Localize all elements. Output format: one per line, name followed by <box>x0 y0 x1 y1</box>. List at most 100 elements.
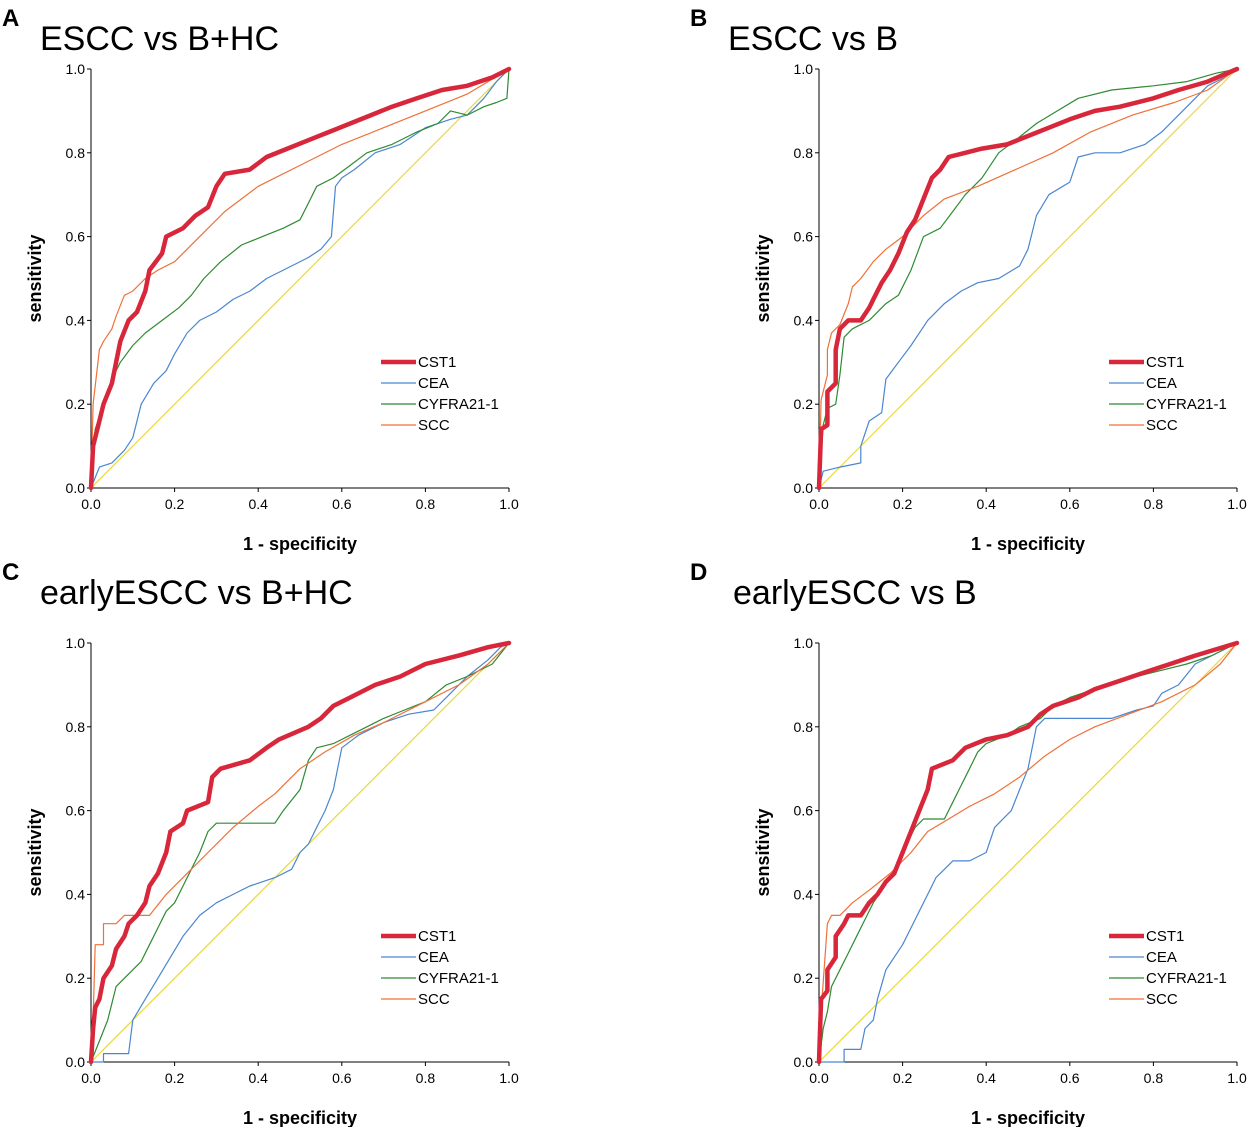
y-tick-label: 0.4 <box>66 312 86 328</box>
y-tick-label: 0.6 <box>794 229 814 245</box>
legend-label-cea: CEA <box>1146 375 1177 392</box>
x-tick-label: 0.2 <box>893 496 913 512</box>
x-tick-label: 0.8 <box>416 1070 436 1086</box>
reference-line-d <box>818 642 1238 1063</box>
roc-curve-cst1-a <box>88 66 512 491</box>
y-tick-label: 0.4 <box>794 886 814 902</box>
x-tick-label: 0.8 <box>416 496 436 512</box>
roc-curve-cea-c <box>90 642 510 1063</box>
legend-label-cyfra21-1: CYFRA21-1 <box>418 970 499 987</box>
panel-a: A ESCC vs B+HC 0.0 0.2 0.4 0.6 0.8 1.0 0.0 0.2 0.4… <box>2 5 519 554</box>
legend-label-cst1: CST1 <box>1146 928 1184 945</box>
y-axis-title-b: sensitivity <box>753 234 773 322</box>
x-tick-label: 0.6 <box>1060 1070 1080 1086</box>
y-tick-label: 0.4 <box>794 312 814 328</box>
x-tick-label: 0.0 <box>809 1070 829 1086</box>
panel-letter-d: D <box>690 559 707 586</box>
x-tick-label: 0.6 <box>332 496 352 512</box>
chart-title-c: earlyESCC vs B+HC <box>40 574 353 612</box>
x-tick-label: 1.0 <box>1227 496 1247 512</box>
chart-title-a: ESCC vs B+HC <box>40 20 279 58</box>
x-tick-label: 0.6 <box>332 1070 352 1086</box>
roc-curve-scc-d <box>818 642 1238 1063</box>
chart-title-b: ESCC vs B <box>728 20 898 58</box>
legend-label-cea: CEA <box>418 375 449 392</box>
y-tick-label: 0.2 <box>66 970 86 986</box>
y-tick-label: 1.0 <box>794 61 814 77</box>
reference-line-a <box>90 68 510 489</box>
roc-curve-cyfra21-1-c <box>90 642 510 1063</box>
x-tick-label: 0.4 <box>248 1070 268 1086</box>
roc-curve-scc-a <box>90 68 510 489</box>
x-tick-label: 0.0 <box>81 1070 101 1086</box>
y-tick-label: 1.0 <box>66 61 86 77</box>
y-tick-label: 0.0 <box>66 1054 86 1070</box>
x-tick-label: 1.0 <box>1227 1070 1247 1086</box>
y-tick-label: 0.6 <box>66 803 86 819</box>
x-tick-label: 0.2 <box>893 1070 913 1086</box>
chart-title-d: earlyESCC vs B <box>733 574 977 612</box>
reference-line-b <box>818 68 1238 489</box>
panel-letter-c: C <box>2 559 19 586</box>
x-axis-title-c: 1 - specificity <box>243 1108 357 1127</box>
y-tick-label: 1.0 <box>66 635 86 651</box>
x-tick-label: 0.0 <box>81 496 101 512</box>
roc-curve-scc-b <box>818 68 1238 489</box>
y-tick-label: 0.6 <box>66 229 86 245</box>
legend-label-cea: CEA <box>418 949 449 966</box>
x-tick-label: 0.4 <box>976 496 996 512</box>
y-tick-label: 0.8 <box>794 145 814 161</box>
y-tick-label: 0.6 <box>794 803 814 819</box>
roc-curve-cst1-d <box>816 640 1240 1065</box>
panel-b: B ESCC vs B 0.0 0.2 0.4 0.6 0.8 1.0 0.0 0.2 0.4 0.6… <box>690 5 1247 554</box>
y-axis-title-a: sensitivity <box>25 234 45 322</box>
legend-label-cyfra21-1: CYFRA21-1 <box>1146 970 1227 987</box>
y-tick-label: 0.8 <box>66 145 86 161</box>
y-axis-title-c: sensitivity <box>25 808 45 896</box>
legend-label-scc: SCC <box>418 417 450 434</box>
legend-label-cea: CEA <box>1146 949 1177 966</box>
y-tick-label: 0.2 <box>794 970 814 986</box>
x-tick-label: 0.4 <box>976 1070 996 1086</box>
x-axis-title-b: 1 - specificity <box>971 534 1085 554</box>
roc-curve-cyfra21-1-a <box>90 68 510 489</box>
y-tick-label: 0.0 <box>794 480 814 496</box>
y-tick-label: 1.0 <box>794 635 814 651</box>
x-tick-label: 0.0 <box>809 496 829 512</box>
roc-curve-cea-b <box>818 68 1238 489</box>
x-tick-label: 1.0 <box>499 496 519 512</box>
legend-label-scc: SCC <box>418 991 450 1008</box>
legend-label-cst1: CST1 <box>418 928 456 945</box>
roc-curve-cst1-b <box>816 66 1240 491</box>
roc-curve-cyfra21-1-b <box>818 68 1238 489</box>
legend-label-scc: SCC <box>1146 417 1178 434</box>
y-tick-label: 0.2 <box>66 396 86 412</box>
x-axis-title-d: 1 - specificity <box>971 1108 1085 1127</box>
roc-curve-cst1-c <box>88 640 512 1065</box>
y-tick-label: 0.0 <box>66 480 86 496</box>
y-tick-label: 0.2 <box>794 396 814 412</box>
x-tick-label: 0.6 <box>1060 496 1080 512</box>
y-tick-label: 0.8 <box>794 719 814 735</box>
x-tick-label: 0.2 <box>165 1070 185 1086</box>
legend-label-scc: SCC <box>1146 991 1178 1008</box>
y-tick-label: 0.4 <box>66 886 86 902</box>
y-tick-label: 0.8 <box>66 719 86 735</box>
panel-letter-a: A <box>2 5 19 32</box>
legend-label-cst1: CST1 <box>418 354 456 371</box>
legend-label-cst1: CST1 <box>1146 354 1184 371</box>
roc-curve-scc-c <box>90 642 510 1063</box>
x-tick-label: 0.8 <box>1144 1070 1164 1086</box>
panel-letter-b: B <box>690 5 707 32</box>
x-tick-label: 0.2 <box>165 496 185 512</box>
y-tick-label: 0.0 <box>794 1054 814 1070</box>
legend-label-cyfra21-1: CYFRA21-1 <box>1146 396 1227 413</box>
x-tick-label: 1.0 <box>499 1070 519 1086</box>
x-tick-label: 0.8 <box>1144 496 1164 512</box>
x-axis-title-a: 1 - specificity <box>243 534 357 554</box>
y-axis-title-d: sensitivity <box>753 808 773 896</box>
x-tick-label: 0.4 <box>248 496 268 512</box>
